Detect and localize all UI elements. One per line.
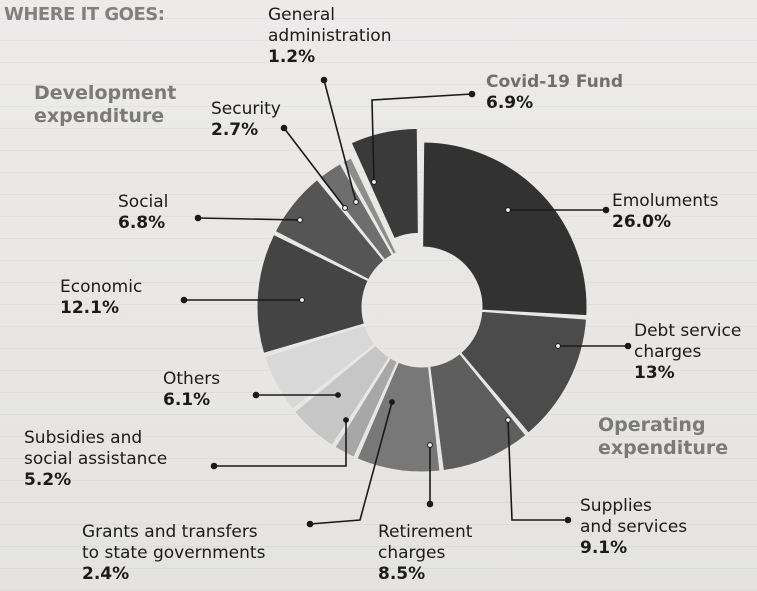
- slice-security: [319, 163, 393, 261]
- leader-dot-retirement: [427, 442, 433, 448]
- slice-retirement: [356, 361, 441, 473]
- leader-dot-security: [342, 205, 348, 211]
- leader-dot-emoluments: [602, 206, 610, 214]
- leader-dot-general_administration: [320, 76, 328, 84]
- leader-line-subsidies: [214, 420, 347, 467]
- leader-dot-economic: [180, 296, 188, 304]
- leader-dot-security: [280, 124, 288, 132]
- leader-line-social: [197, 217, 301, 221]
- slice-supplies: [429, 352, 527, 472]
- leader-dot-general_administration: [353, 199, 359, 205]
- label-debt-service: Debt service charges 13%: [634, 321, 742, 383]
- leader-dot-others: [252, 391, 260, 399]
- group-development-line-1: Development: [34, 82, 177, 104]
- slice-debt: [460, 310, 588, 434]
- group-development: Development expenditure: [34, 82, 176, 128]
- slice-emoluments: [422, 141, 588, 317]
- chart-heading: WHERE IT GOES:: [4, 4, 165, 25]
- label-others: Others 6.1%: [163, 369, 221, 410]
- leader-dot-others: [335, 392, 341, 398]
- group-operating: Operating expenditure: [598, 414, 728, 460]
- leader-line-security: [283, 127, 346, 209]
- leader-dot-social: [194, 214, 202, 222]
- label-grants: Grants and transfers to state government…: [82, 522, 266, 584]
- leader-dot-emoluments: [505, 207, 511, 213]
- leader-line-general_administration: [323, 79, 357, 203]
- leader-dot-grants: [306, 520, 314, 528]
- leader-dot-covid: [371, 179, 377, 185]
- slice-covid: [350, 127, 419, 240]
- slice-grants: [334, 357, 398, 458]
- label-social: Social 6.8%: [118, 192, 169, 233]
- label-emoluments: Emoluments 26.0%: [612, 191, 719, 232]
- leader-dot-subsidies: [343, 417, 349, 423]
- leader-dot-retirement: [426, 500, 434, 508]
- leader-dot-debt: [555, 343, 561, 349]
- label-supplies: Supplies and services 9.1%: [580, 496, 688, 558]
- label-economic: Economic 12.1%: [60, 277, 143, 318]
- leader-dot-supplies: [505, 417, 511, 423]
- group-operating-line-1: Operating: [598, 414, 706, 436]
- label-subsidies: Subsidies and social assistance 5.2%: [24, 428, 168, 490]
- slice-economic: [256, 233, 369, 354]
- group-operating-line-2: expenditure: [598, 437, 729, 459]
- leader-dot-grants: [389, 399, 395, 405]
- leader-dot-debt: [624, 342, 632, 350]
- slice-social: [274, 178, 385, 281]
- leader-dot-supplies: [564, 516, 572, 524]
- label-security: Security 2.7%: [211, 99, 281, 140]
- label-general-administration: General administration 1.2%: [268, 5, 392, 67]
- leader-dot-economic: [299, 297, 305, 303]
- label-covid-fund: Covid-19 Fund 6.9%: [486, 72, 624, 113]
- slice-subsidies: [293, 344, 391, 447]
- label-retirement: Retirement charges 8.5%: [378, 522, 473, 584]
- leader-line-covid: [371, 93, 473, 183]
- leader-line-grants: [309, 401, 393, 525]
- leader-dot-covid: [468, 90, 476, 98]
- leader-dot-subsidies: [210, 462, 218, 470]
- leader-line-supplies: [507, 419, 568, 521]
- group-development-line-2: expenditure: [34, 105, 165, 127]
- leader-dot-social: [297, 217, 303, 223]
